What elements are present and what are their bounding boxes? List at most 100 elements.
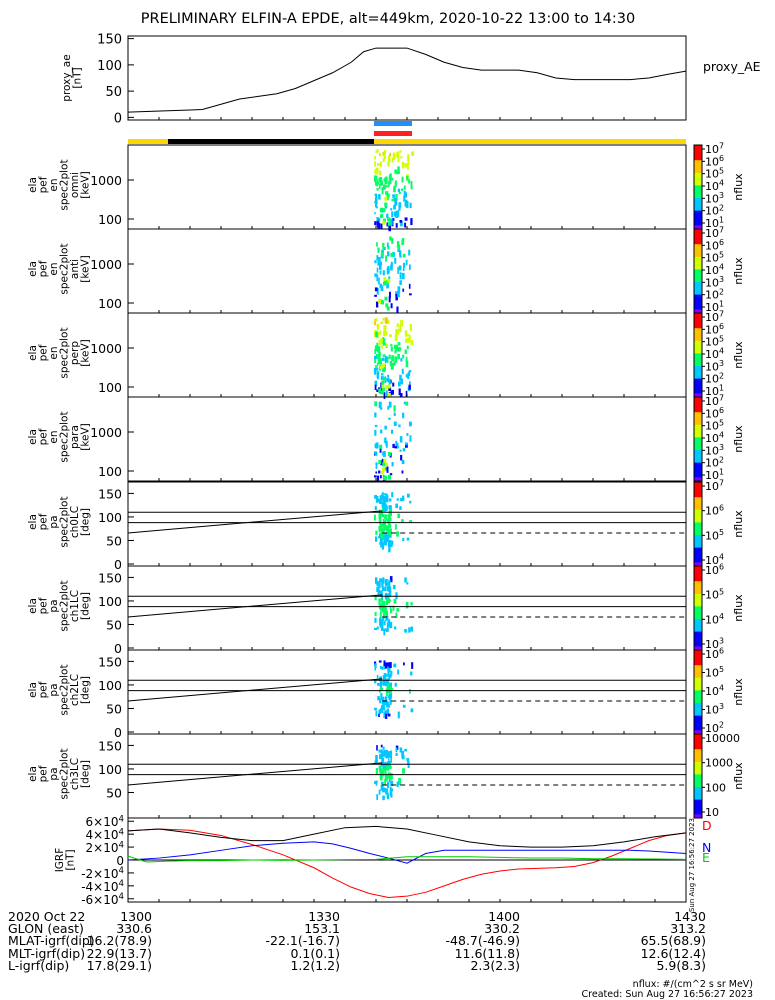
data-cell — [392, 155, 396, 160]
data-cell — [382, 341, 386, 346]
data-cell — [403, 262, 406, 268]
ytick-label: 100 — [98, 296, 122, 311]
colorbar-segment — [694, 647, 702, 651]
footer-cell: 1300 — [120, 909, 152, 924]
colorbar-segment — [694, 397, 702, 400]
data-cell — [403, 401, 406, 405]
data-cell — [379, 611, 382, 618]
colorbar-tick-label: 102 — [705, 371, 724, 385]
panel-ylabel: spec2plot — [58, 243, 70, 294]
colorbar-segment — [694, 782, 702, 785]
data-cell — [386, 691, 388, 696]
colorbar-segment — [694, 738, 702, 741]
colorbar-segment — [694, 744, 702, 748]
data-cell — [380, 460, 384, 466]
igrf-ytick-label: -6×104 — [81, 892, 124, 907]
data-cell — [404, 163, 408, 168]
data-cell — [376, 255, 379, 261]
data-cell — [374, 596, 377, 601]
colorbar-segment — [694, 292, 702, 295]
colorbar-segment — [694, 472, 702, 476]
colorbar-segment — [694, 805, 702, 808]
data-cell — [410, 671, 413, 676]
igrf-series-label: N — [702, 840, 711, 855]
data-cell — [378, 520, 381, 524]
units-note: nflux: #/(cm^2 s sr MeV) — [632, 979, 753, 990]
colorbar-segment — [694, 580, 702, 584]
colorbar-segment — [694, 603, 702, 607]
colorbar-segment — [694, 399, 702, 402]
colorbar-segment — [694, 786, 702, 790]
data-cell — [395, 592, 398, 600]
data-cell — [384, 425, 387, 430]
data-cell — [379, 495, 382, 501]
panel-ylabel: ela — [27, 345, 39, 361]
data-cell — [374, 424, 378, 427]
data-cell — [380, 781, 384, 785]
data-cell — [382, 467, 386, 472]
colorbar-segment — [694, 439, 702, 442]
footer-row-label: MLAT-igrf(dip) — [8, 933, 95, 949]
ytick-label: 1000 — [90, 257, 122, 272]
data-cell — [381, 586, 385, 592]
data-cell — [385, 536, 389, 542]
data-cell — [388, 276, 391, 281]
data-cell — [381, 470, 385, 475]
data-cell — [389, 776, 393, 780]
colorbar-segment — [694, 178, 702, 182]
colorbar-segment — [694, 474, 702, 478]
colorbar-tick-label: 107 — [705, 226, 724, 240]
colorbar-segment — [694, 740, 702, 743]
colorbar-segment — [694, 584, 702, 588]
colorbar-segment — [694, 616, 702, 619]
data-cell — [386, 528, 389, 532]
data-cell — [402, 267, 405, 272]
data-cell — [380, 223, 383, 229]
data-cell — [410, 708, 414, 713]
colorbar-segment — [694, 443, 702, 446]
data-cell — [381, 251, 384, 257]
footer-cell: 330.2 — [484, 921, 520, 937]
data-cell — [383, 502, 387, 509]
data-cell — [382, 703, 385, 708]
colorbar-segment — [694, 773, 702, 777]
data-cell — [393, 598, 397, 604]
colorbar-segment — [694, 689, 702, 693]
plot-area: 050100150proxy_ae[nT]proxy_AE1001000elap… — [27, 33, 761, 912]
data-cell — [380, 390, 384, 395]
data-cell — [382, 337, 385, 345]
data-cell — [375, 167, 379, 175]
data-cell — [406, 433, 409, 436]
data-cell — [383, 247, 386, 250]
data-cell — [380, 528, 384, 534]
panel-ylabel: anti — [69, 259, 81, 279]
data-cell — [390, 346, 393, 352]
data-cell — [400, 156, 403, 159]
data-cell — [400, 220, 403, 227]
colorbar-segment — [694, 220, 702, 224]
data-cell — [374, 412, 377, 418]
data-cell — [393, 211, 396, 217]
data-cell — [388, 779, 391, 783]
data-cell — [387, 221, 391, 226]
ae-ytick-label: 50 — [105, 85, 122, 100]
data-cell — [399, 150, 402, 153]
colorbar-tick-label: 101 — [705, 216, 724, 230]
data-cell — [387, 161, 390, 167]
data-cell — [380, 768, 383, 773]
colorbar-segment — [694, 449, 702, 453]
data-cell — [383, 458, 387, 463]
colorbar-segment — [694, 505, 702, 508]
data-cell — [390, 540, 393, 545]
data-cell — [402, 768, 405, 774]
data-cell — [381, 581, 384, 588]
colorbar-tick-label: 106 — [705, 647, 724, 661]
data-cell — [389, 750, 392, 758]
data-cell — [379, 681, 383, 688]
data-cell — [385, 662, 388, 669]
data-cell — [407, 759, 410, 765]
data-cell — [374, 169, 377, 175]
colorbar-segment — [694, 344, 702, 348]
data-cell — [383, 750, 386, 757]
